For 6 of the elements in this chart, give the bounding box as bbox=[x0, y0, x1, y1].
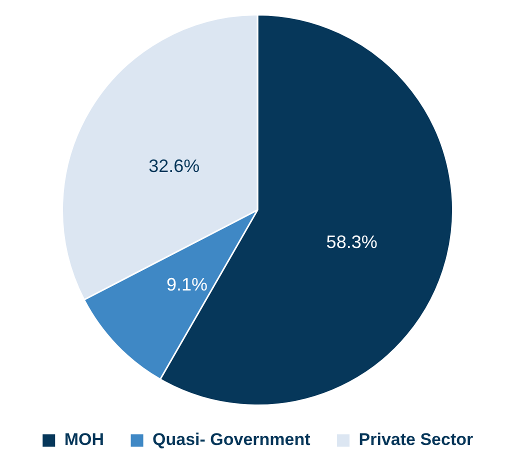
data-label: 32.6% bbox=[148, 156, 200, 176]
data-label: 58.3% bbox=[326, 232, 378, 252]
legend-label: MOH bbox=[64, 430, 104, 450]
legend-label: Quasi- Government bbox=[152, 430, 311, 450]
data-label: 9.1% bbox=[166, 274, 208, 294]
legend-label: Private Sector bbox=[358, 430, 474, 450]
